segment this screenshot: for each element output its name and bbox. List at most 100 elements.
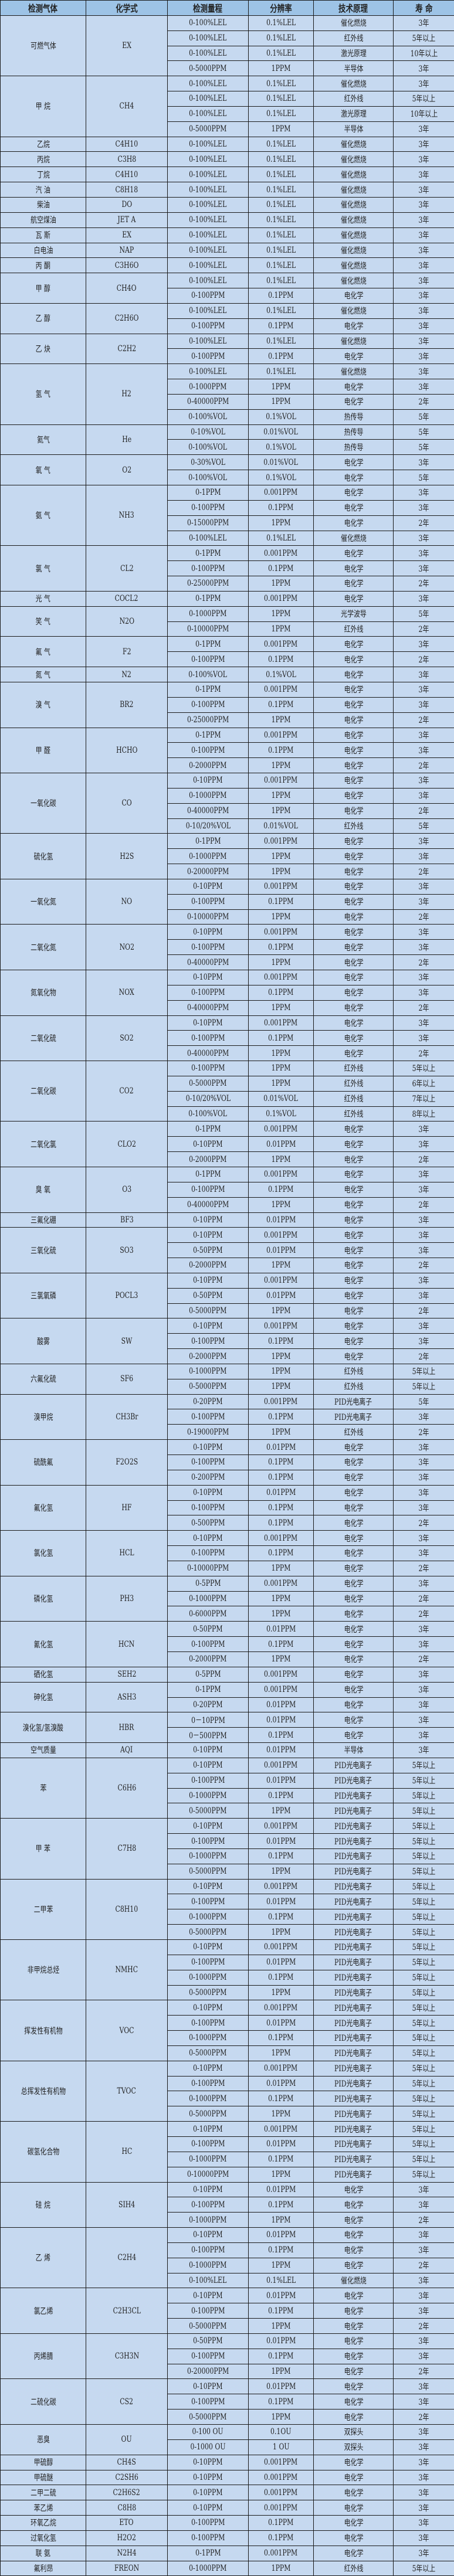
technology-cell-text: 激光原理 xyxy=(340,49,367,59)
lifespan-cell: 3年 xyxy=(393,1727,454,1744)
lifespan-cell-text: 5年以上 xyxy=(412,2140,436,2150)
table-row: 柴油 DO 0-100%LEL 0.1%LEL 催化燃烧 3年 xyxy=(0,196,454,213)
table-row: 0-5000PPM 1PPM PID光电离子 5年以上 xyxy=(1,1924,454,1940)
technology-cell: 双探头 xyxy=(313,2424,394,2440)
range-cell-text: 0-10PPM xyxy=(193,2472,223,2482)
formula-cell: NO xyxy=(86,878,168,925)
lifespan-cell: 2年 xyxy=(393,757,454,774)
gas-name-cell: 恶臭 xyxy=(0,2424,86,2455)
resolution-cell: 0.001PPM xyxy=(248,1318,314,1334)
lifespan-cell-text: 3年 xyxy=(418,943,429,953)
resolution-cell: 0.001PPM xyxy=(248,1121,314,1137)
lifespan-cell: 5年以上 xyxy=(393,1818,454,1834)
technology-cell-text: 电化学 xyxy=(344,2306,363,2316)
formula-cell-text: PH3 xyxy=(120,1594,134,1604)
resolution-cell: 0.001PPM xyxy=(248,924,314,940)
lifespan-cell-text: 3年 xyxy=(418,670,429,680)
range-cell-text: 0-20000PPM xyxy=(187,866,229,876)
resolution-cell-text: 0.1PPM xyxy=(268,2094,294,2103)
resolution-cell: 1PPM xyxy=(248,1363,314,1379)
resolution-cell: 1PPM xyxy=(248,1424,314,1440)
formula-cell-text: SO3 xyxy=(120,1245,134,1255)
gas-name-cell: 白电油 xyxy=(0,242,86,259)
gas-name-cell-text: 氮氧化物 xyxy=(30,988,56,998)
range-cell-text: 0-1000PPM xyxy=(189,1790,227,1800)
range-cell-text: 0-5000PPM xyxy=(189,1806,227,1816)
technology-cell: 电化学 xyxy=(313,848,394,865)
gas-name-cell: 氯 气 xyxy=(0,545,86,592)
range-cell-text: 0-10PPM xyxy=(193,2458,223,2468)
range-cell: 0-100%LEL xyxy=(167,303,249,319)
resolution-cell-text: 0.1%VOL xyxy=(266,473,296,482)
range-cell-text: 0-100PPM xyxy=(191,700,225,710)
resolution-cell: 0.1PPM xyxy=(248,2197,314,2213)
range-cell-text: 0-40000PPM xyxy=(187,1003,229,1013)
formula-cell: HCL xyxy=(86,1530,168,1576)
range-cell: 0-5000PPM xyxy=(167,2409,249,2425)
technology-cell: PID光电离子 xyxy=(313,1939,394,1955)
technology-cell: 催化燃烧 xyxy=(313,242,394,259)
formula-cell-text: ASH3 xyxy=(117,1693,136,1702)
lifespan-cell-text: 3年 xyxy=(418,2488,429,2498)
range-cell-text: 0-1000PPM xyxy=(189,1973,227,1983)
technology-cell-text: 电化学 xyxy=(344,730,363,740)
gas-name-cell-text: 氮 气 xyxy=(35,670,51,680)
lifespan-cell-text: 5年以上 xyxy=(412,2170,436,2180)
range-cell-text: 0-10PPM xyxy=(193,2503,223,2513)
formula-cell: AQI xyxy=(86,1742,168,1758)
technology-cell-text: 电化学 xyxy=(344,807,363,817)
technology-cell-text: PID光电离子 xyxy=(334,2049,372,2059)
range-cell: 0-10PPM xyxy=(167,1227,249,1243)
lifespan-cell: 3年 xyxy=(393,878,454,895)
header-range: 检测量程 xyxy=(167,0,249,16)
table-row: 三氯氧磷 POCL3 0-10PPM 0.001PPM 电化学 3年 xyxy=(0,1272,454,1319)
range-cell: 0-1000PPM xyxy=(167,2091,249,2107)
technology-cell: 电化学 xyxy=(313,1712,394,1728)
table-row: 硫酰氟 F2O2S 0-10PPM 0.01PPM 电化学 3年 xyxy=(0,1439,454,1486)
table-row: 氯 气 CL2 0-1PPM 0.001PPM 电化学 3年 xyxy=(0,545,454,592)
table-row: 0-5000PPM 1PPM 电化学 2年 xyxy=(1,2318,454,2334)
range-cell-text: 0-25000PPM xyxy=(187,715,229,725)
gas-name-cell: 氨 气 xyxy=(0,484,86,546)
range-cell-text: 0-5000PPM xyxy=(189,1927,227,1937)
lifespan-cell-text: 5年以上 xyxy=(412,2564,436,2574)
lifespan-cell: 3年 xyxy=(393,1409,454,1425)
technology-cell-text: 红外线 xyxy=(344,94,363,104)
resolution-cell-text: 0.1PPM xyxy=(268,2245,294,2255)
resolution-cell-text: 0.01PPM xyxy=(266,1958,296,1967)
range-cell-text: 0-10PPM xyxy=(193,1821,223,1831)
range-cell-text: 0-1000PPM xyxy=(189,2094,227,2103)
resolution-cell-text: 0.1%LEL xyxy=(266,79,296,89)
lifespan-cell-text: 3年 xyxy=(418,1625,429,1634)
table-row: 二氧化氯 CLO2 0-1PPM 0.001PPM 电化学 3年 xyxy=(0,1121,454,1167)
range-cell: 0-100PPM xyxy=(167,1333,249,1350)
resolution-cell: 0.01PPM xyxy=(248,2288,314,2304)
range-cell: 0-100PPM xyxy=(167,1772,249,1789)
range-cell: 0-5000PPM xyxy=(167,1984,249,2001)
technology-cell: 电化学 xyxy=(313,909,394,925)
technology-cell-text: 电化学 xyxy=(344,2231,363,2241)
formula-cell: EX xyxy=(86,227,168,243)
resolution-cell-text: 1PPM xyxy=(271,1654,291,1664)
range-cell: 0-30%VOL xyxy=(167,454,249,471)
technology-cell-text: 催化燃烧 xyxy=(340,276,367,286)
technology-cell: 电化学 xyxy=(313,348,394,365)
resolution-cell-text: 1PPM xyxy=(271,2321,291,2331)
technology-cell-text: 电化学 xyxy=(344,1215,363,1225)
technology-cell-text: PID光电离子 xyxy=(334,1988,372,1998)
range-cell: 0-100PPM xyxy=(167,560,249,577)
lifespan-cell-text: 3年 xyxy=(418,200,429,210)
resolution-cell-text: 0.001PPM xyxy=(264,2548,298,2558)
technology-cell: 催化燃烧 xyxy=(313,15,394,31)
resolution-cell: 0.01PPM xyxy=(248,2227,314,2243)
technology-cell: 电化学 xyxy=(313,878,394,895)
gas-name-cell-text: 甲 苯 xyxy=(35,1844,51,1854)
technology-cell: 电化学 xyxy=(313,924,394,940)
formula-cell-text: JET A xyxy=(117,215,136,225)
resolution-cell-text: 0.01PPM xyxy=(266,1139,296,1149)
formula-cell-text: CO2 xyxy=(119,1086,134,1096)
lifespan-cell-text: 3年 xyxy=(418,1458,429,1468)
formula-cell-text: O2 xyxy=(122,465,131,475)
technology-cell-text: 电化学 xyxy=(344,382,363,392)
gas-name-cell-text: 甲硫醚 xyxy=(33,2473,53,2483)
